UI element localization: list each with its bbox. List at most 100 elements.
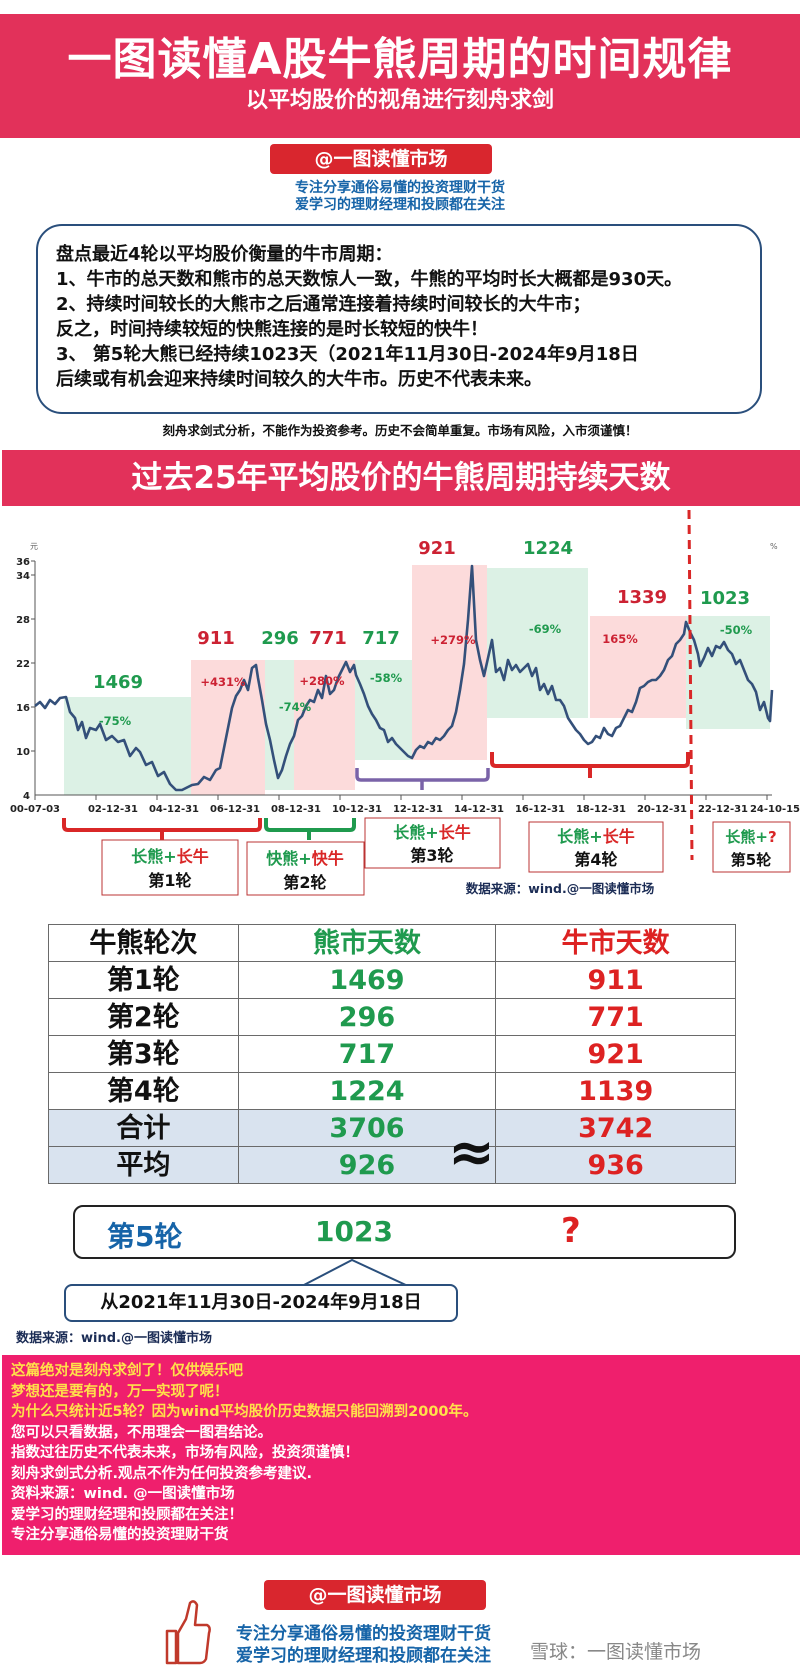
summary-line: 2、持续时间较长的大熊市之后通常连接着持续时间较长的大牛市； [56, 294, 591, 315]
round-1-bracket [62, 818, 262, 840]
svg-text:16-12-31: 16-12-31 [515, 804, 565, 815]
note-line: 梦想还是要有的，万一实现了呢！ [11, 1383, 229, 1400]
bull-bear-table: 牛熊轮次 熊市天数 牛市天数 第1轮 1469 911 第2轮 296 771 … [48, 924, 736, 1184]
svg-text:+280%: +280% [299, 674, 345, 688]
bear-phase-3 [355, 660, 412, 760]
header-bull-days: 牛市天数 [495, 924, 736, 962]
svg-text:34: 34 [16, 571, 30, 582]
svg-text:771: 771 [309, 628, 347, 649]
svg-text:第4轮: 第4轮 [574, 850, 617, 869]
bull-bear-chart: 元 36 34 28 22 16 10 4 % 00-07-03 02-12-3… [0, 509, 800, 905]
svg-text:+431%: +431% [200, 675, 246, 689]
svg-text:00-07-03: 00-07-03 [10, 804, 60, 815]
summary-line: 反之，时间持续较短的快熊连接的是时长较短的快牛！ [56, 319, 488, 340]
table-header-row: 牛熊轮次 熊市天数 牛市天数 [48, 924, 736, 962]
svg-text:10: 10 [16, 747, 30, 758]
svg-text:长熊+长牛: 长熊+长牛 [393, 823, 470, 842]
svg-text:1339: 1339 [617, 587, 667, 608]
table-row-total: 合计 3706 3742 [48, 1109, 736, 1147]
svg-text:12-12-31: 12-12-31 [393, 804, 443, 815]
footer-tagline-1: 专注分享通俗易懂的投资理财干货 [236, 1624, 491, 1644]
svg-text:921: 921 [418, 538, 456, 559]
summary-line: 3、 第5轮大熊已经持续1023天（2021年11月30日-2024年9月18日 [56, 344, 639, 365]
svg-text:22: 22 [16, 659, 30, 670]
table-row: 第3轮 717 921 [48, 1035, 736, 1073]
bear-phase-5 [686, 616, 770, 729]
svg-text:02-12-31: 02-12-31 [88, 804, 138, 815]
svg-text:-74%: -74% [279, 700, 312, 714]
tagline-1: 专注分享通俗易懂的投资理财干货 [295, 180, 505, 196]
svg-text:第2轮: 第2轮 [283, 873, 326, 892]
svg-text:长熊+长牛: 长熊+长牛 [131, 847, 208, 866]
svg-text:06-12-31: 06-12-31 [210, 804, 260, 815]
svg-text:717: 717 [362, 628, 400, 649]
round-5-date-callout: 从2021年11月30日-2024年9月18日 [64, 1284, 458, 1322]
thumbs-up-icon [165, 1600, 211, 1665]
svg-text:296: 296 [261, 628, 299, 649]
section-title: 过去25年平均股价的牛熊周期持续天数 [2, 450, 800, 506]
summary-line: 1、牛市的总天数和熊市的总天数惊人一致，牛熊的平均时长大概都是930天。 [56, 269, 683, 290]
footer-handle-badge: @一图读懂市场 [264, 1580, 486, 1610]
svg-text:-75%: -75% [99, 714, 132, 728]
round-5-bear-days: 1023 [315, 1215, 393, 1248]
svg-text:数据来源：wind.@一图读懂市场: 数据来源：wind.@一图读懂市场 [465, 881, 654, 896]
disclaimer-text: 刻舟求剑式分析，不能作为投资参考。历史不会简单重复。市场有风险，入市须谨慎！ [162, 423, 638, 438]
round-2-bracket [264, 818, 356, 840]
svg-text:28: 28 [16, 615, 30, 626]
round-5-bull-days: ? [561, 1211, 581, 1251]
header-round: 牛熊轮次 [48, 924, 239, 962]
bull-phase-4 [590, 616, 686, 718]
bull-phase-3 [412, 565, 487, 760]
note-line: 您可以只看数据，不用理会一图君结论。 [11, 1424, 272, 1441]
table-row: 第1轮 1469 911 [48, 961, 736, 999]
svg-text:04-12-31: 04-12-31 [149, 804, 199, 815]
svg-text:第1轮: 第1轮 [148, 871, 191, 890]
title-banner: 一图读懂A股牛熊周期的时间规律 以平均股价的视角进行刻舟求剑 [0, 14, 800, 138]
bear-phase-2 [265, 660, 294, 790]
footer-tagline-2: 爱学习的理财经理和投顾都在关注 [236, 1646, 491, 1666]
svg-text:快熊+快牛: 快熊+快牛 [266, 849, 343, 868]
svg-text:长熊+长牛: 长熊+长牛 [557, 827, 634, 846]
summary-line: 盘点最近4轮以平均股价衡量的牛市周期： [56, 244, 393, 265]
svg-text:元: 元 [30, 542, 38, 551]
svg-text:1023: 1023 [700, 588, 750, 609]
data-source-note: 数据来源：wind.@一图读懂市场 [16, 1331, 212, 1346]
svg-text:第5轮: 第5轮 [731, 851, 771, 869]
round-4-bracket [490, 752, 690, 778]
table-row-average: 平均 926 936 [48, 1146, 736, 1184]
note-line: 专注分享通俗易懂的投资理财干货 [11, 1527, 229, 1543]
svg-text:14-12-31: 14-12-31 [454, 804, 504, 815]
tagline-2: 爱学习的理财经理和投顾都在关注 [295, 197, 505, 213]
note-line: 为什么只统计近5轮？因为wind平均股价历史数据只能回溯到2000年。 [11, 1404, 478, 1420]
svg-text:911: 911 [197, 628, 235, 649]
bear-phase-4 [487, 568, 588, 718]
round-5-label: 第5轮 [107, 1220, 183, 1253]
svg-text:-69%: -69% [529, 622, 562, 636]
svg-text:1224: 1224 [523, 538, 573, 559]
note-line: 爱学习的理财经理和投顾都在关注！ [11, 1506, 243, 1523]
svg-text:18-12-31: 18-12-31 [576, 804, 626, 815]
svg-text:08-12-31: 08-12-31 [271, 804, 321, 815]
svg-text:第3轮: 第3轮 [410, 846, 453, 865]
header-bear-days: 熊市天数 [237, 924, 497, 962]
callout-pointer [301, 1258, 409, 1287]
svg-text:165%: 165% [602, 632, 638, 646]
svg-text:%: % [770, 542, 778, 551]
note-line: 这篇绝对是刻舟求剑了！仅供娱乐吧 [11, 1363, 243, 1379]
summary-line: 后续或有机会迎来持续时间较久的大牛市。历史不代表未来。 [56, 369, 542, 390]
xueqiu-watermark: 雪球：一图读懂市场 [530, 1641, 702, 1663]
svg-text:-50%: -50% [720, 623, 753, 637]
svg-text:4: 4 [23, 791, 30, 802]
round-5-box: 第5轮 1023 ? [73, 1205, 736, 1259]
svg-text:-58%: -58% [370, 671, 403, 685]
svg-text:24-10-15: 24-10-15 [750, 804, 800, 815]
svg-text:+279%: +279% [430, 633, 476, 647]
summary-box: 盘点最近4轮以平均股价衡量的牛市周期： 1、牛市的总天数和熊市的总天数惊人一致，… [36, 224, 762, 414]
notes-box: 这篇绝对是刻舟求剑了！仅供娱乐吧 梦想还是要有的，万一实现了呢！ 为什么只统计近… [2, 1355, 800, 1555]
page-subtitle: 以平均股价的视角进行刻舟求剑 [245, 88, 554, 113]
note-line: 资料来源：wind. @一图读懂市场 [11, 1486, 235, 1502]
svg-text:36: 36 [16, 557, 30, 568]
page-title: 一图读懂A股牛熊周期的时间规律 [67, 34, 733, 85]
author-handle-badge: @一图读懂市场 [270, 144, 492, 174]
table-row: 第4轮 1224 1139 [48, 1072, 736, 1110]
